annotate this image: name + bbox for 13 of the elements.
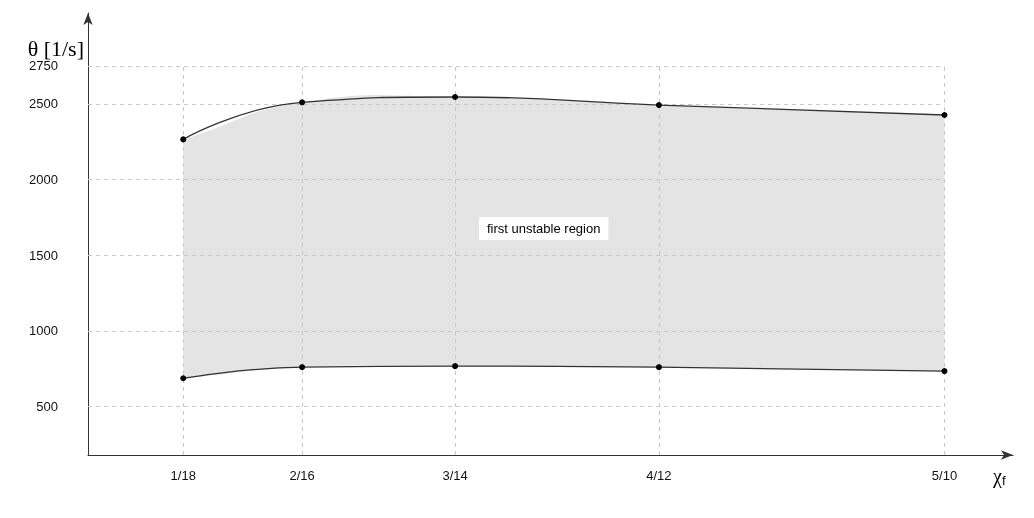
x-tick-label: 4/12 bbox=[646, 468, 672, 483]
x-axis-title: χf bbox=[992, 465, 1006, 488]
x-tick-label: 5/10 bbox=[931, 468, 958, 483]
x-tick-label: 1/18 bbox=[170, 468, 196, 483]
x-tick-label: 3/14 bbox=[442, 468, 468, 483]
y-tick-label: 2500 bbox=[29, 96, 58, 112]
y-tick-label: 500 bbox=[36, 399, 58, 415]
annotation: first unstable region bbox=[487, 221, 601, 236]
y-tick-label: 1000 bbox=[29, 323, 58, 339]
y-tick-label: 2000 bbox=[29, 172, 58, 188]
y-tick-label: 1500 bbox=[29, 247, 58, 263]
x-tick-label: 2/16 bbox=[289, 468, 315, 483]
y-axis-title: θ [1/s] bbox=[27, 36, 84, 62]
